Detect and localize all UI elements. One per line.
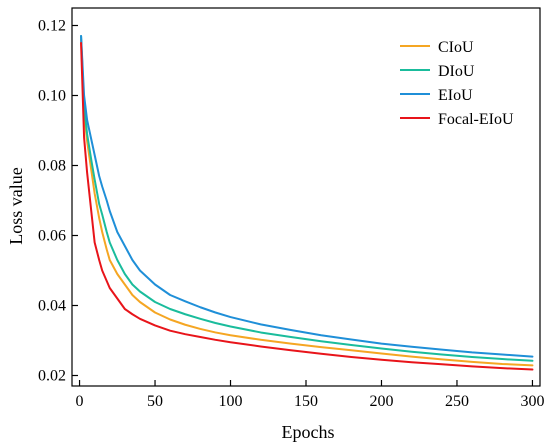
series-line-focal-eiou <box>80 42 534 371</box>
y-tick-label: 0.06 <box>38 228 66 245</box>
x-tick-label: 0 <box>76 393 84 410</box>
x-tick-label: 250 <box>445 393 469 410</box>
legend-label-diou: DIoU <box>438 63 475 80</box>
series-layer <box>80 35 534 371</box>
x-tick-label: 300 <box>520 393 544 410</box>
y-axis-label: Loss value <box>6 167 26 244</box>
x-tick-label: 100 <box>219 393 243 410</box>
y-tick-label: 0.12 <box>38 18 66 35</box>
x-tick-label: 200 <box>369 393 393 410</box>
legend-label-ciou: CIoU <box>438 39 474 56</box>
y-tick-label: 0.04 <box>38 298 66 315</box>
series-line-eiou <box>80 35 534 358</box>
x-tick-label: 50 <box>147 393 163 410</box>
series-line-ciou <box>80 38 534 367</box>
axes-layer: 0 50 100 150 200 250 300 0.02 0.04 0.06 0.08 0.10 0.… <box>38 7 544 410</box>
series-line-diou <box>80 35 534 362</box>
y-tick-label: 0.10 <box>38 88 66 105</box>
y-tick-label: 0.02 <box>38 368 66 385</box>
legend-label-eiou: EIoU <box>438 87 473 104</box>
x-tick-label: 150 <box>294 393 318 410</box>
legend: CIoU DIoU EIoU Focal-EIoU <box>400 39 514 128</box>
x-axis-label: Epochs <box>282 422 335 442</box>
y-tick-label: 0.08 <box>38 158 66 175</box>
legend-label-focal-eiou: Focal-EIoU <box>438 111 514 128</box>
